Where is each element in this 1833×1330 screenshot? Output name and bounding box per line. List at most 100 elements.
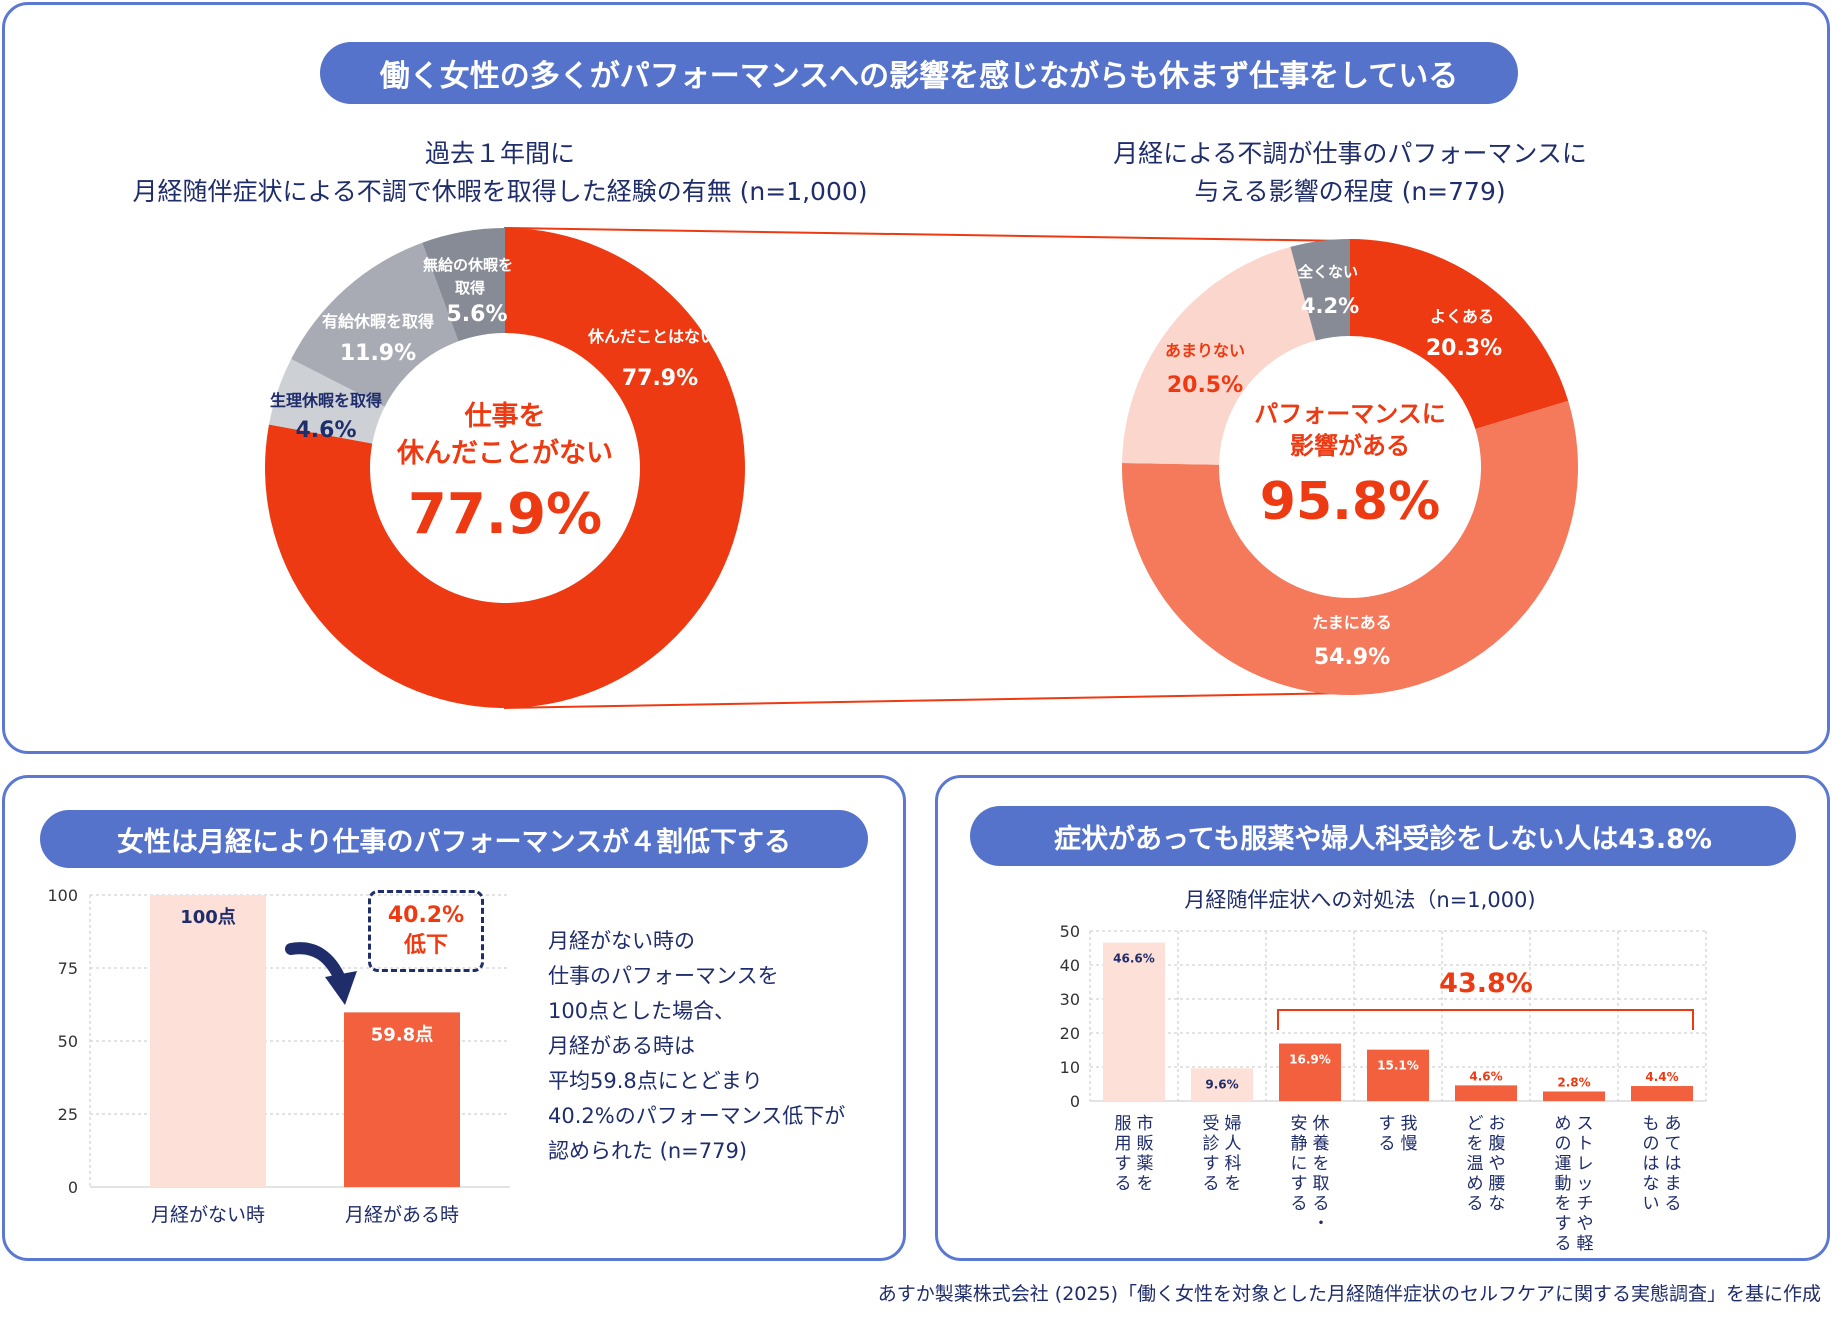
right-donut-slice-3: [1290, 239, 1350, 341]
bar2-category-char: 婦: [1225, 1114, 1242, 1134]
bar2-value-label: 2.8%: [1557, 1075, 1590, 1089]
left-donut: [265, 228, 746, 709]
coping-chart-title: 月経随伴症状への対処法（n=1,000): [1184, 888, 1536, 912]
left-chart-title: 過去１年間に 月経随伴症状による不調で休暇を取得した経験の有無 (n=1,000…: [100, 135, 900, 211]
bar2-category-char: 薬: [1137, 1154, 1154, 1174]
bar2-category-char: レ: [1577, 1154, 1594, 1174]
bar2-category-char: ス: [1577, 1114, 1594, 1134]
bar2-category-char: す: [1379, 1114, 1396, 1134]
bar2-category-char: る: [1313, 1194, 1330, 1214]
bar2-category-char: る: [1203, 1174, 1220, 1194]
right-center-line1: パフォーマンスに: [1254, 400, 1446, 428]
bar2-bar: [1455, 1085, 1517, 1101]
right-chart-title-line1: 月経による不調が仕事のパフォーマンスに: [1113, 139, 1587, 168]
bar2-category-char: め: [1555, 1114, 1572, 1134]
bar2-category-char: す: [1203, 1154, 1220, 1174]
bar1-bar: [150, 895, 266, 1187]
bar2-category-char: を: [1137, 1174, 1154, 1194]
left-donut-slice-1: [268, 359, 385, 444]
bar2-bar: [1631, 1086, 1693, 1101]
bar2-category-char: る: [1379, 1134, 1396, 1154]
bar2-bar: [1367, 1049, 1429, 1101]
slice-label-mukyukyuka-2: 取得: [455, 279, 485, 297]
bar1-bar: [344, 1012, 460, 1187]
bar2-category-char: ト: [1577, 1134, 1594, 1154]
bar2-category-char: 腰: [1489, 1174, 1506, 1194]
slice-label-amarinai: あまりない: [1165, 341, 1245, 360]
connector-line-top: [503, 227, 1349, 242]
right-center-line2: 影響がある: [1290, 432, 1410, 460]
bar2-category-char: る: [1665, 1194, 1682, 1214]
bar2-category-char: を: [1555, 1194, 1572, 1214]
bar2-category-char: は: [1665, 1154, 1682, 1174]
bar2-bar: [1191, 1068, 1253, 1101]
bar2-ytick-label: 20: [1060, 1024, 1080, 1043]
bar1-value-label: 59.8点: [371, 1023, 433, 1045]
left-chart-title-line1: 過去１年間に: [424, 139, 575, 168]
bar2-category-char: ど: [1467, 1114, 1484, 1134]
bar2-category-char: 養: [1313, 1134, 1330, 1154]
bar2-category-char: の: [1555, 1134, 1572, 1154]
bar2-bar: [1103, 942, 1165, 1101]
decline-callout-line1: 40.2%: [387, 903, 465, 928]
bar2-bars: 46.6%市販薬を服用する9.6%婦人科を受診する16.9%休養を取る・安静にす…: [1103, 942, 1693, 1254]
source-note: あすか製薬株式会社 (2025)「働く女性を対象とした月経随伴症状のセルフケアに…: [877, 1283, 1821, 1305]
bar2-category-char: も: [1643, 1114, 1660, 1134]
decline-callout: 40.2% 低下: [368, 890, 484, 972]
bar2-value-label: 4.6%: [1469, 1069, 1502, 1083]
bar2-category-char: ま: [1665, 1174, 1682, 1194]
bar2-category-char: 市: [1137, 1114, 1154, 1134]
bar2-category-char: め: [1467, 1174, 1484, 1194]
left-center-line2: 休んだことがない: [396, 437, 613, 469]
bar2-category-char: 静: [1291, 1134, 1308, 1154]
right-donut: [1122, 239, 1578, 696]
slice-label-seirikyuka: 生理休暇を取得: [270, 391, 382, 410]
bar2-category-char: 腹: [1489, 1134, 1506, 1154]
bar2-category-char: 我: [1401, 1114, 1418, 1134]
slice-value-yasundakotohanai: 77.9%: [622, 366, 698, 391]
bar2-category-char: 診: [1203, 1134, 1220, 1154]
left-center-value: 77.9%: [408, 482, 602, 547]
bar1-ytick-label: 75: [58, 959, 78, 978]
bar2-category-char: ・: [1313, 1214, 1330, 1234]
bar2-category-char: 服: [1115, 1114, 1132, 1134]
bar2-category-char: る: [1115, 1174, 1132, 1194]
bar2-category-char: る: [1555, 1234, 1572, 1254]
bar2-category-char: や: [1577, 1214, 1594, 1234]
bar2-category-char: す: [1291, 1174, 1308, 1194]
desc-line-1: 月経がない時の: [548, 929, 695, 953]
top-banner: 働く女性の多くがパフォーマンスへの影響を感じながらも休まず仕事をしている: [320, 42, 1518, 104]
bar2-category-char: 動: [1555, 1174, 1572, 1194]
right-donut-slice-1: [1122, 400, 1578, 696]
bar2-category-char: い: [1643, 1194, 1660, 1214]
bar2-category-char: る: [1467, 1194, 1484, 1214]
bar2-ytick-label: 50: [1060, 922, 1080, 941]
slice-label-yukyukyuka: 有給休暇を取得: [322, 312, 434, 331]
bar2-category-char: ッ: [1577, 1174, 1594, 1194]
left-donut-slice-0: [265, 228, 746, 709]
performance-description: 月経がない時の 仕事のパフォーマンスを 100点とした場合、 月経がある時は 平…: [548, 924, 845, 1169]
bar2-category-char: す: [1555, 1214, 1572, 1234]
bar2-category-char: を: [1225, 1174, 1242, 1194]
bar2-category-char: 休: [1313, 1114, 1330, 1134]
slice-value-yokuaru: 20.3%: [1426, 336, 1502, 361]
slice-label-mattakunai: 全くない: [1297, 263, 1358, 281]
bar1-ytick-label: 100: [47, 886, 78, 905]
bar2-ytick-label: 0: [1070, 1092, 1080, 1111]
bar2-category-char: チ: [1577, 1194, 1594, 1214]
bar2-category-char: あ: [1665, 1114, 1682, 1134]
bar2-category-char: す: [1115, 1154, 1132, 1174]
bracket-43-8: [1277, 1009, 1694, 1030]
bar2-category-char: は: [1643, 1154, 1660, 1174]
bar2-value-label: 16.9%: [1289, 1053, 1331, 1067]
bar2-category-char: や: [1489, 1154, 1506, 1174]
bar2-bar: [1279, 1043, 1341, 1101]
bar1-category-label: 月経がある時: [345, 1204, 459, 1226]
connector-line-bottom: [503, 692, 1349, 709]
left-center-line1: 仕事を: [464, 401, 546, 432]
desc-line-2: 仕事のパフォーマンスを: [548, 964, 779, 988]
right-donut-slice-0: [1350, 239, 1569, 430]
